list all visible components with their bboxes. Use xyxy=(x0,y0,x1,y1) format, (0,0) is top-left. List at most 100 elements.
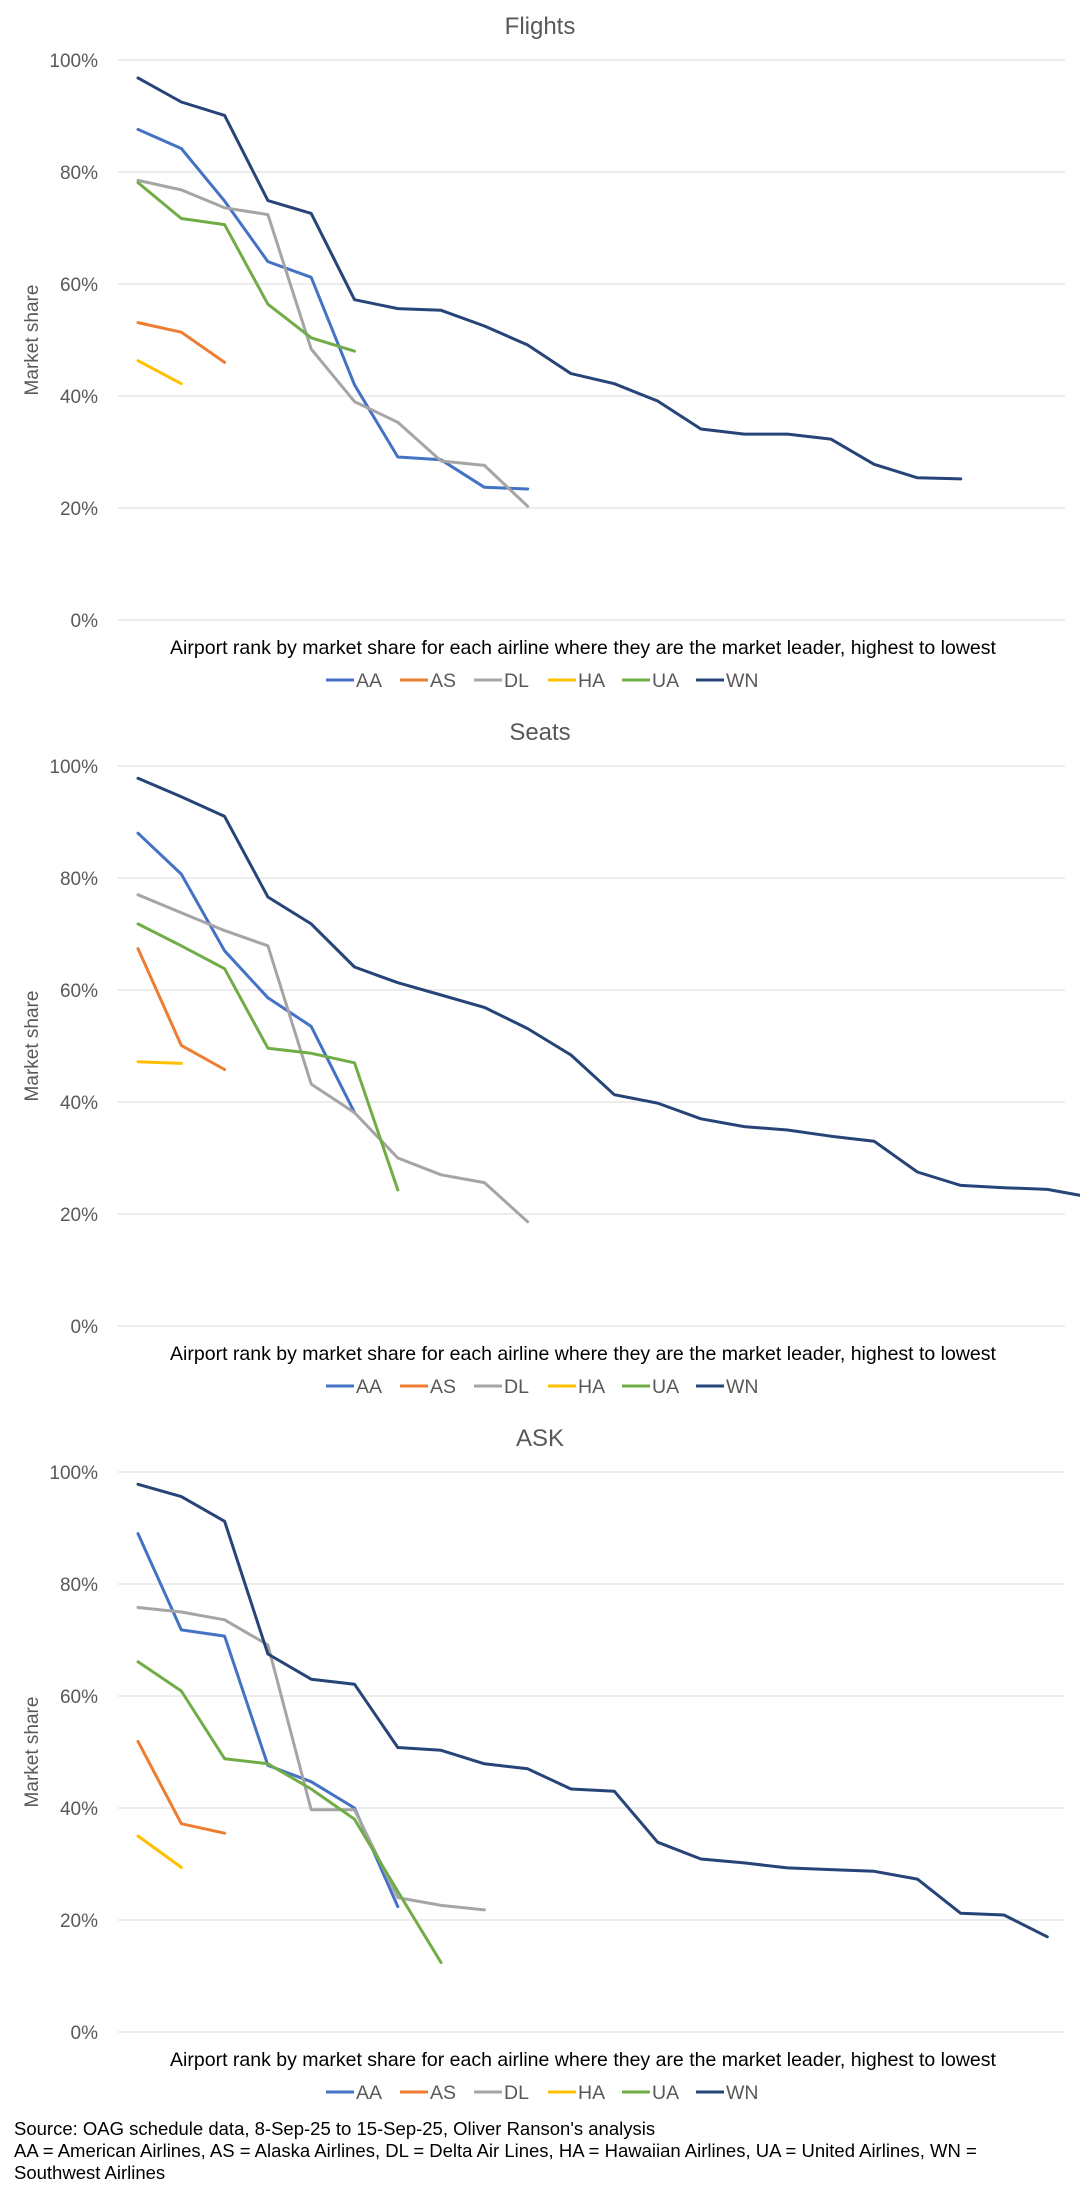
data-point-dl xyxy=(482,1907,487,1912)
y-tick-label: 20% xyxy=(60,1911,98,1932)
data-point-as xyxy=(136,320,141,325)
data-point-wn xyxy=(655,1101,660,1106)
legend-label-ua: UA xyxy=(652,2082,679,2104)
x-axis-label: Airport rank by market share for each ai… xyxy=(170,2049,996,2071)
data-point-wn xyxy=(742,1860,747,1865)
data-point-wn xyxy=(872,462,877,467)
data-point-ha xyxy=(179,1061,184,1066)
x-axis-label: Airport rank by market share for each ai… xyxy=(170,637,996,659)
series-line-as xyxy=(136,1739,227,1835)
series-line-wn xyxy=(136,1482,1049,1939)
y-tick-label: 20% xyxy=(60,1205,98,1226)
data-point-ua xyxy=(309,1786,314,1791)
data-point-ha xyxy=(179,1865,184,1870)
data-point-wn xyxy=(136,75,141,80)
legend-label-wn: WN xyxy=(726,1376,759,1398)
data-point-wn xyxy=(265,1652,270,1657)
series-line-ha xyxy=(136,1834,183,1869)
legend-label-dl: DL xyxy=(504,1376,529,1398)
data-point-ua xyxy=(265,1761,270,1766)
airline-abbreviations-note: AA = American Airlines, AS = Alaska Airl… xyxy=(14,2140,977,2183)
y-tick-label: 0% xyxy=(71,611,99,632)
data-point-wn xyxy=(439,308,444,313)
data-point-dl xyxy=(222,928,227,933)
y-tick-label: 80% xyxy=(60,869,98,890)
data-point-wn xyxy=(612,1789,617,1794)
data-point-dl xyxy=(525,504,530,509)
data-point-aa xyxy=(222,1634,227,1639)
data-point-aa xyxy=(265,995,270,1000)
data-point-wn xyxy=(828,1134,833,1139)
y-tick-label: 40% xyxy=(60,1093,98,1114)
legend-label-as: AS xyxy=(430,2082,456,2104)
data-point-dl xyxy=(482,463,487,468)
y-tick-label: 60% xyxy=(60,981,98,1002)
data-point-aa xyxy=(395,1904,400,1909)
data-point-wn xyxy=(395,1745,400,1750)
data-point-wn xyxy=(439,993,444,998)
data-point-ua xyxy=(136,180,141,185)
y-tick-label: 80% xyxy=(60,1575,98,1596)
data-point-wn xyxy=(742,1124,747,1129)
data-point-wn xyxy=(395,980,400,985)
legend-label-as: AS xyxy=(430,1376,456,1398)
y-axis-label: Market share xyxy=(22,991,43,1102)
data-point-as xyxy=(136,1739,141,1744)
series-line-dl xyxy=(136,178,530,508)
data-point-as xyxy=(179,330,184,335)
y-tick-label: 40% xyxy=(60,387,98,408)
legend-label-aa: AA xyxy=(356,670,382,692)
data-point-dl xyxy=(179,187,184,192)
data-point-wn xyxy=(525,343,530,348)
data-point-aa xyxy=(222,199,227,204)
data-point-wn xyxy=(222,1519,227,1524)
data-point-wn xyxy=(785,432,790,437)
data-point-wn xyxy=(222,814,227,819)
y-tick-label: 0% xyxy=(71,1317,99,1338)
series-line-as xyxy=(136,947,227,1071)
data-point-aa xyxy=(309,275,314,280)
data-point-wn xyxy=(915,1877,920,1882)
data-point-wn xyxy=(136,776,141,781)
data-point-aa xyxy=(179,146,184,151)
data-point-dl xyxy=(352,399,357,404)
series-line-ua xyxy=(136,1660,443,1965)
data-point-aa xyxy=(525,486,530,491)
data-point-dl xyxy=(222,205,227,210)
data-point-wn xyxy=(958,1911,963,1916)
legend-label-ha: HA xyxy=(578,2082,605,2104)
y-tick-label: 100% xyxy=(49,757,98,778)
seats-chart: Seats 0% 20% 40% 60% 80% 100% Market share Airpo… xyxy=(22,719,1080,1398)
data-point-as xyxy=(179,1821,184,1826)
data-point-dl xyxy=(309,1807,314,1812)
data-point-ua xyxy=(265,1046,270,1051)
series-line-ha xyxy=(136,1060,183,1065)
data-point-ha xyxy=(179,381,184,386)
data-point-dl xyxy=(352,1110,357,1115)
y-axis-label: Market share xyxy=(22,285,43,396)
data-point-aa xyxy=(352,382,357,387)
data-point-as xyxy=(136,946,141,951)
data-point-ua xyxy=(352,1060,357,1065)
y-tick-label: 0% xyxy=(71,2023,99,2044)
data-point-wn xyxy=(482,1761,487,1766)
data-point-ha xyxy=(136,1834,141,1839)
data-point-wn xyxy=(569,371,574,376)
y-tick-label: 60% xyxy=(60,275,98,296)
data-point-aa xyxy=(179,872,184,877)
data-point-ua xyxy=(395,1187,400,1192)
data-point-dl xyxy=(395,1156,400,1161)
data-point-wn xyxy=(872,1139,877,1144)
y-tick-label: 100% xyxy=(49,1463,98,1484)
data-point-ua xyxy=(309,1051,314,1056)
data-point-dl xyxy=(136,892,141,897)
data-point-wn xyxy=(482,1005,487,1010)
data-point-wn xyxy=(698,427,703,432)
legend-label-ua: UA xyxy=(652,670,679,692)
data-point-ua xyxy=(136,921,141,926)
data-point-aa xyxy=(395,455,400,460)
series-line-wn xyxy=(136,776,1080,1197)
data-point-wn xyxy=(136,1482,141,1487)
data-point-wn xyxy=(525,1766,530,1771)
data-point-wn xyxy=(785,1865,790,1870)
